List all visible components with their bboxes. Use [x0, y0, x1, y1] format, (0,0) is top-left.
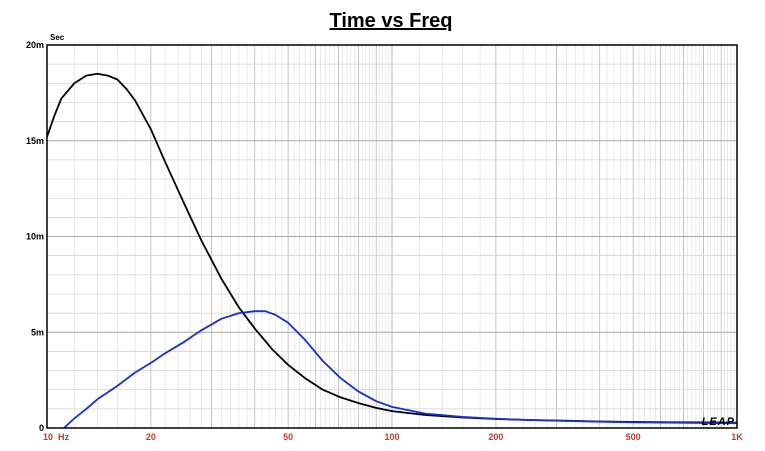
- plot-frame: [46, 44, 738, 429]
- grid: [46, 45, 738, 428]
- x-axis-ticks: 10 Hz 20 50 100 200 500 1K: [43, 432, 743, 442]
- y-tick-label: 0: [39, 423, 44, 433]
- y-tick-label: 10m: [26, 232, 44, 242]
- y-tick-label: 15m: [26, 136, 44, 146]
- y-axis-ticks: 0 5m 10m 15m 20m: [26, 40, 44, 433]
- leap-logo: LEAP: [702, 416, 735, 428]
- chart-title: Time vs Freq: [329, 10, 452, 32]
- y-tick-label: 20m: [26, 40, 44, 50]
- x-tick-label: 100: [384, 432, 399, 442]
- series-layer: [46, 72, 738, 429]
- y-axis-unit-label: Sec: [50, 33, 65, 42]
- x-tick-label: 20: [146, 432, 156, 442]
- x-tick-label: 1K: [731, 432, 743, 442]
- y-tick-label: 5m: [31, 327, 44, 337]
- x-tick-label: 500: [626, 432, 641, 442]
- x-tick-label: 200: [488, 432, 503, 442]
- x-tick-label: 10 Hz: [43, 432, 70, 442]
- series-line-blue: [63, 310, 738, 429]
- x-tick-label: 50: [283, 432, 293, 442]
